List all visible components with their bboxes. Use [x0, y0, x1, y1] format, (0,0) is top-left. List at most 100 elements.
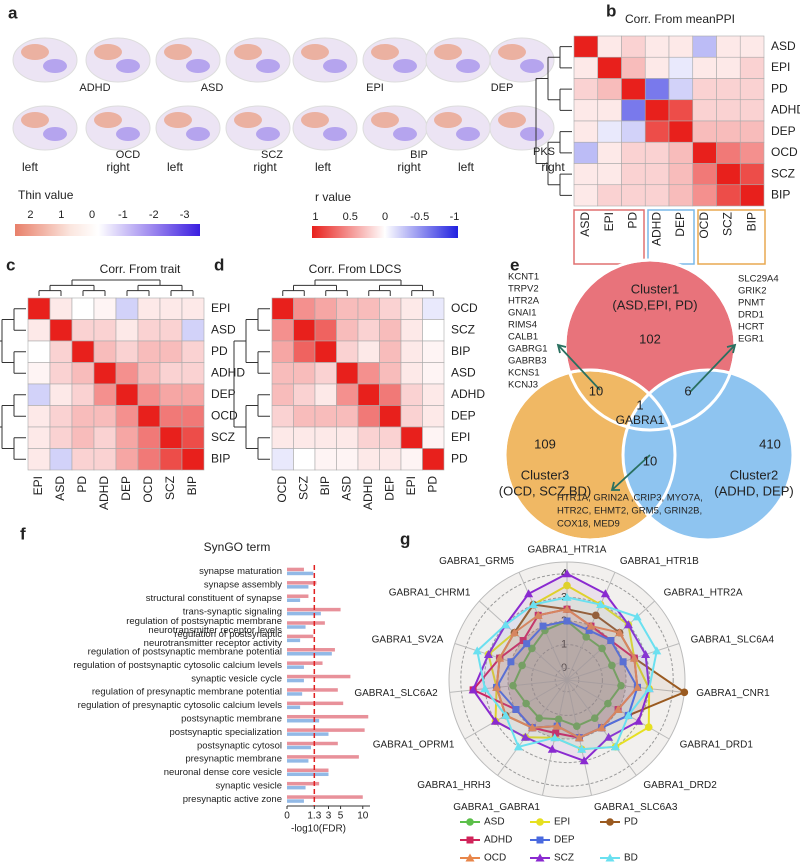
heatmap-cell	[293, 340, 316, 363]
heatmap-cell	[597, 141, 622, 164]
marker	[518, 661, 526, 670]
category-label: postsynaptic cytosol	[197, 740, 282, 751]
heatmap-cell	[314, 297, 337, 320]
heatmap-cell	[597, 163, 622, 186]
gene: HCRT	[738, 322, 764, 333]
heatmap-cell	[597, 56, 622, 79]
colorbar-label: r value	[315, 190, 351, 204]
marker	[680, 688, 689, 697]
row-label: SCZ	[211, 430, 235, 444]
colorbar-tick-label: 0.5	[343, 211, 358, 223]
hemisphere-label: right	[541, 160, 565, 174]
marker	[608, 661, 616, 670]
heatmap-cell	[115, 405, 139, 428]
column-label: SCZ	[296, 476, 310, 500]
heatmap-cell	[400, 319, 423, 342]
heatmap-cell	[573, 35, 599, 58]
r-tick-label: 4	[561, 568, 567, 580]
colorbar-tick-label: 1	[58, 209, 64, 221]
hemisphere-label: left	[315, 160, 332, 174]
heatmap-cell	[159, 405, 183, 428]
heatmap-cell	[293, 297, 316, 320]
bar	[287, 661, 323, 665]
heatmap-cell	[400, 383, 423, 406]
x-tick-label: 0	[284, 811, 290, 822]
marker	[606, 818, 614, 826]
heatmap-cell	[422, 319, 445, 342]
category-label: regulation of presynaptic membrane poten…	[92, 687, 282, 698]
cluster-members: (ASD,EPI, PD)	[612, 297, 697, 312]
marker	[528, 600, 538, 609]
heatmap-cell	[181, 426, 205, 449]
heatmap-cell	[739, 141, 765, 164]
heatmap-cell	[644, 163, 670, 186]
marker	[623, 710, 633, 719]
heatmap-cell	[716, 141, 741, 164]
heatmap-cell	[597, 78, 622, 101]
heatmap-cell	[137, 426, 161, 449]
heatmap-cell	[93, 362, 117, 385]
marker	[611, 742, 621, 751]
colorbar-label: Thin value	[18, 188, 74, 202]
gene: HTR2A	[508, 296, 540, 307]
row-label: DEP	[771, 124, 796, 138]
heatmap-cell	[271, 362, 294, 385]
brain	[225, 37, 291, 83]
region-count: 102	[639, 331, 661, 346]
heatmap-cell	[379, 340, 402, 363]
gene: EGR1	[738, 334, 764, 345]
row-label: DEP	[451, 408, 476, 422]
chart-title: Corr. From trait	[100, 262, 181, 276]
heatmap-cell	[573, 78, 599, 101]
bar	[287, 638, 301, 643]
gene: SLC29A4	[738, 274, 779, 285]
heatmap-cell	[293, 426, 316, 449]
panel-label: g	[400, 529, 410, 548]
gene: GABRG1	[508, 344, 548, 355]
heatmap-cell	[716, 184, 741, 207]
heatmap-cell	[49, 448, 73, 471]
x-tick-label: 5	[338, 811, 344, 822]
heatmap-cell	[71, 383, 95, 406]
marker	[590, 714, 599, 722]
region-count: 10	[589, 383, 603, 398]
bar	[287, 692, 303, 696]
heatmap-cell	[621, 141, 646, 164]
heatmap-cell	[27, 297, 51, 320]
heatmap-cell	[159, 426, 183, 449]
bar	[287, 652, 332, 656]
category-label: postsynaptic membrane	[181, 713, 282, 724]
legend-label: ADHD	[484, 835, 512, 846]
heatmap-cell	[422, 426, 445, 449]
hemisphere-label: right	[397, 160, 421, 174]
cluster-name: Cluster1	[631, 281, 679, 296]
heatmap-cell	[115, 362, 139, 385]
region-count: 6	[684, 383, 691, 398]
brain-patch	[498, 44, 526, 60]
heatmap-cell	[422, 362, 445, 385]
heatmap-cell	[336, 405, 359, 428]
colorbar-tick-label: -2	[149, 209, 159, 221]
brain-patch	[520, 59, 544, 73]
heatmap-cell	[400, 448, 423, 471]
heatmap-cell	[137, 362, 161, 385]
heatmap-cell	[137, 383, 161, 406]
heatmap-cell	[336, 319, 359, 342]
marker	[509, 681, 517, 690]
gene: GABRB3	[508, 356, 547, 367]
heatmap-cell	[379, 297, 402, 320]
brain	[292, 37, 358, 83]
brain-patch	[256, 59, 280, 73]
bar	[287, 728, 365, 732]
marker	[632, 612, 642, 621]
heatmap-cell	[422, 340, 445, 363]
heatmap-cell	[357, 426, 380, 449]
heatmap-cell	[314, 448, 337, 471]
legend-label: DEP	[554, 835, 575, 846]
marker	[472, 646, 482, 655]
heatmap-cell	[293, 319, 316, 342]
brain-patch	[94, 44, 122, 60]
radar-spoke	[566, 679, 685, 693]
radar-line	[471, 608, 639, 739]
heatmap-cell	[668, 35, 694, 58]
